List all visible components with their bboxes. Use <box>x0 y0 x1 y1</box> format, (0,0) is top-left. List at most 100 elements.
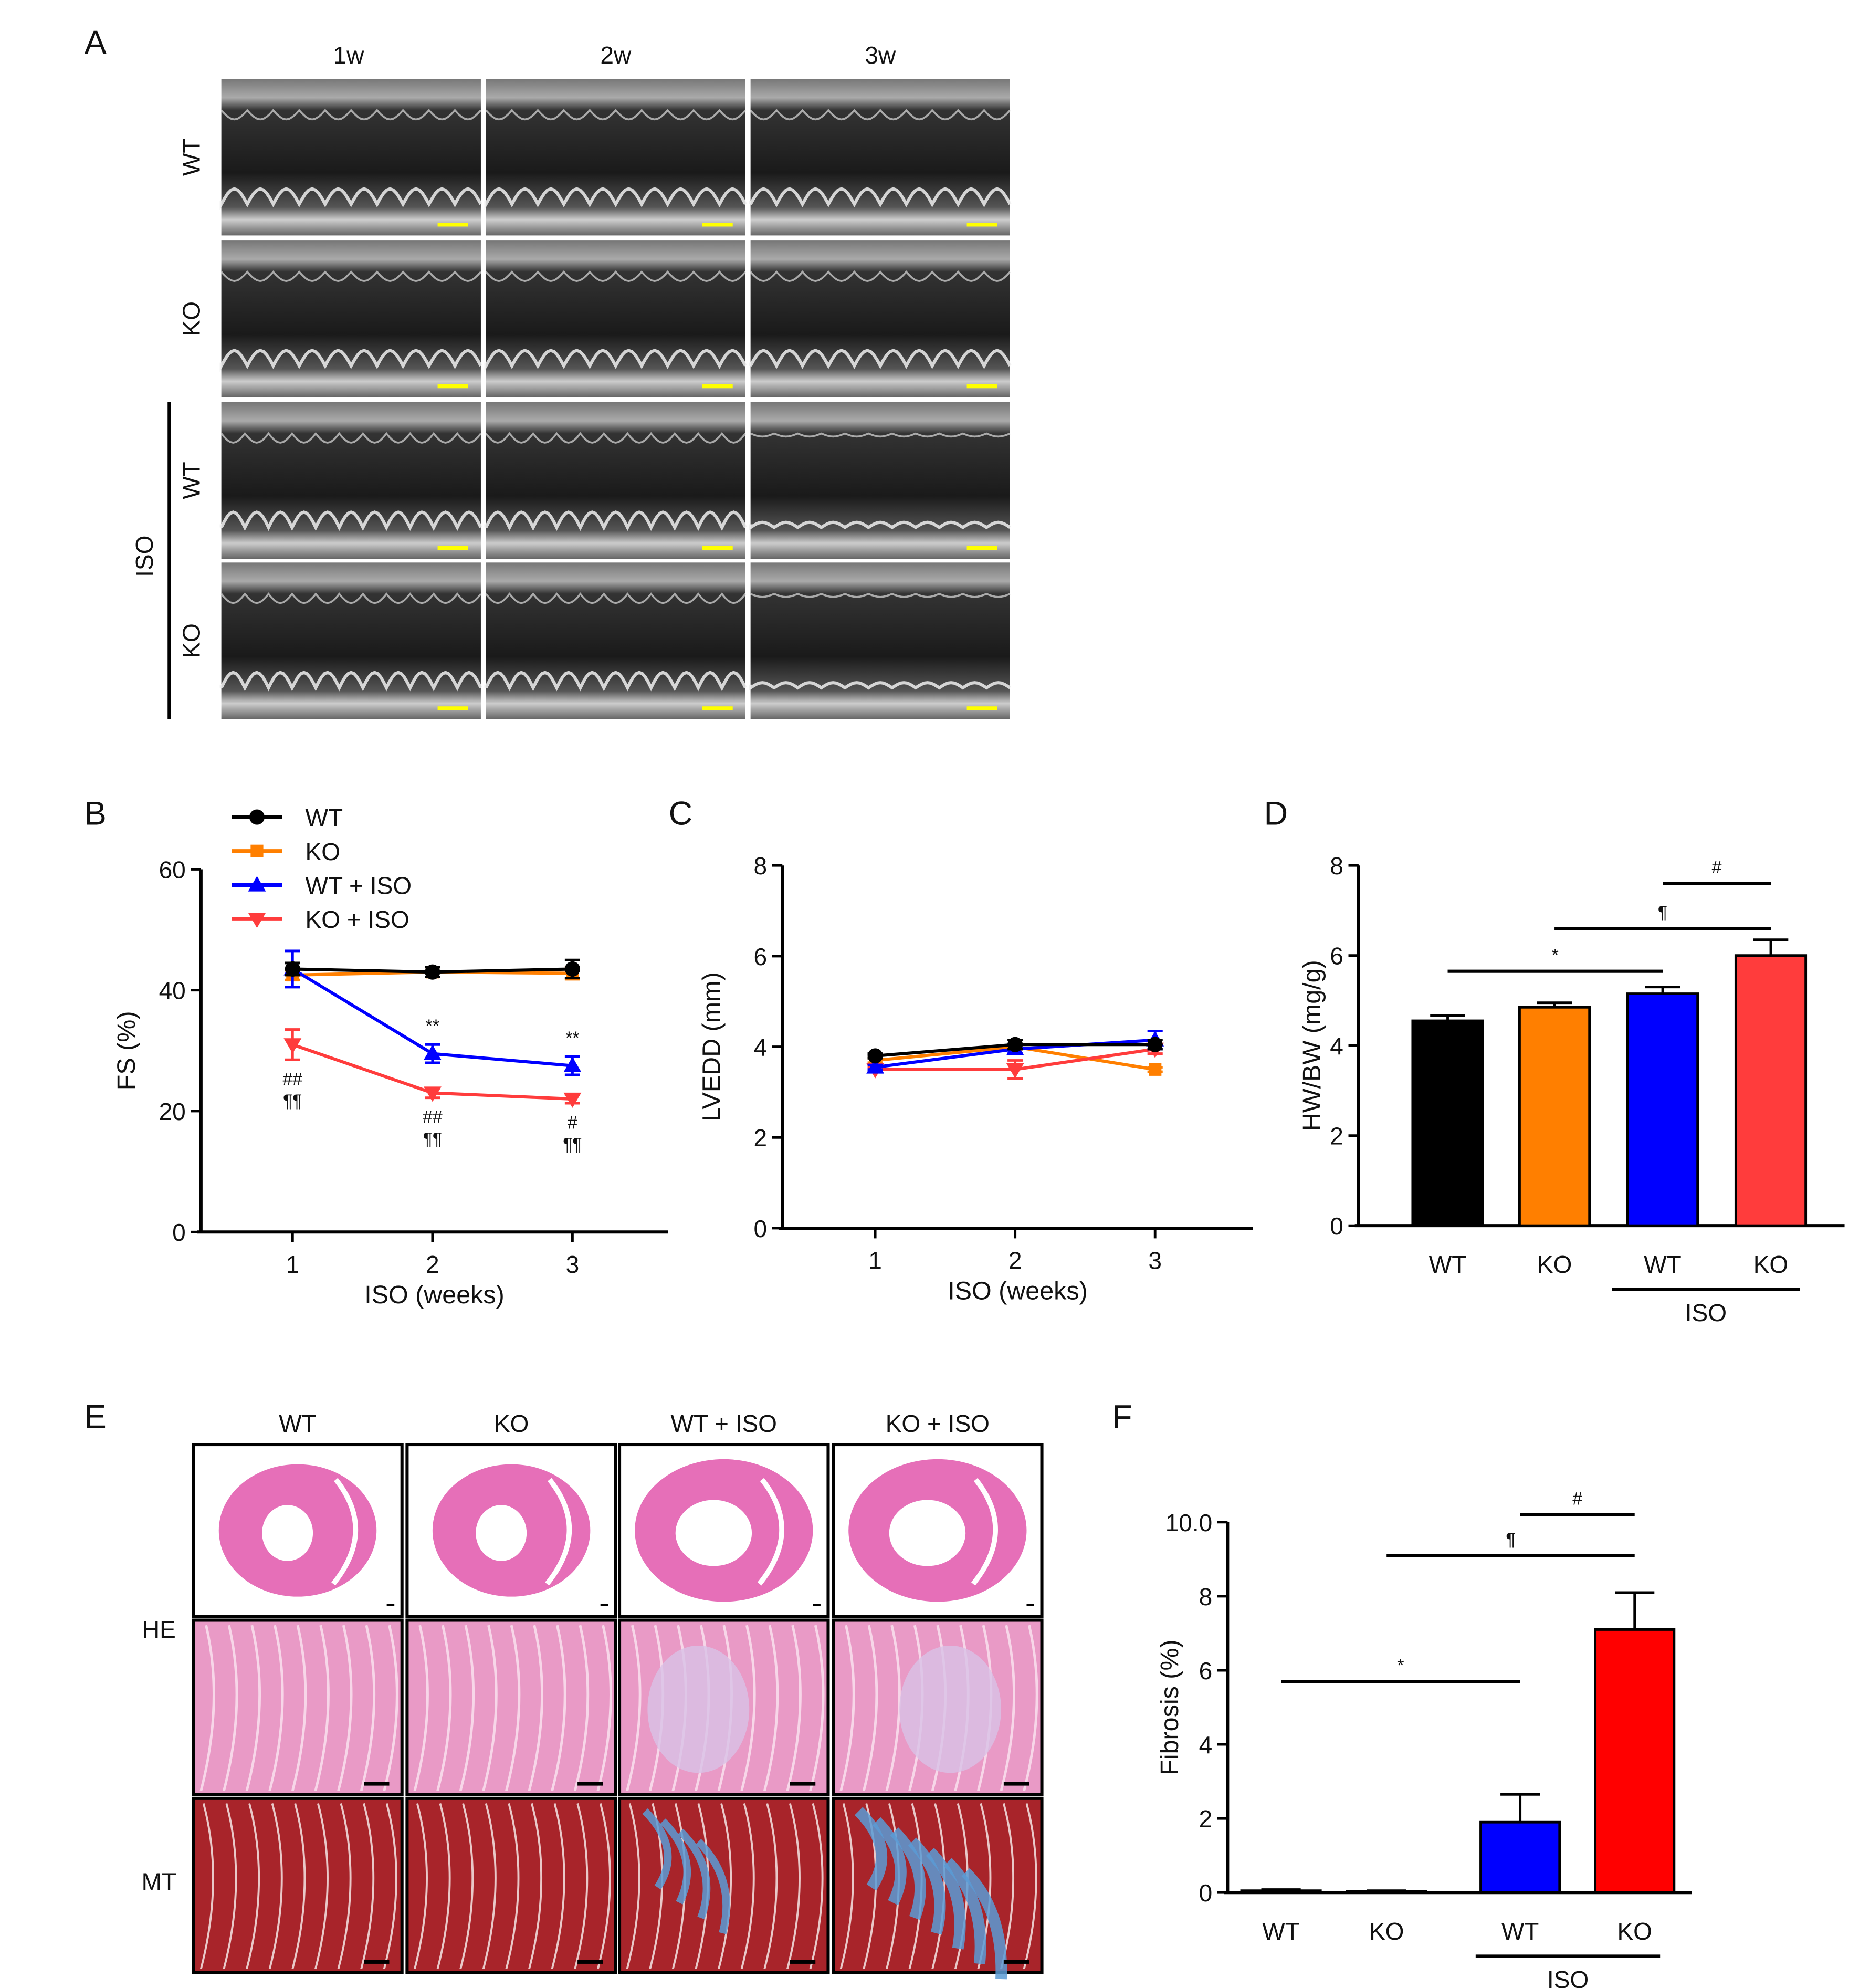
row-label-he: HE <box>142 1616 176 1643</box>
echo-image <box>219 562 482 719</box>
x-axis-title: ISO (weeks) <box>364 1281 505 1309</box>
collagen-fibrosis <box>908 1837 946 1935</box>
y-tick-label: 6 <box>1330 943 1343 970</box>
scale-bar <box>577 1960 603 1964</box>
y-tick-label: 60 <box>159 856 186 883</box>
scale-bar <box>364 1782 390 1786</box>
echo-image <box>484 402 747 559</box>
mt-image <box>832 1796 1044 1980</box>
marker-triangle-down <box>283 1038 302 1054</box>
marker-circle <box>564 961 580 977</box>
y-tick-label: 8 <box>754 852 768 880</box>
y-tick-label: 0 <box>1199 1879 1213 1907</box>
significance-annotation: ## <box>423 1107 443 1127</box>
y-tick-label: 0 <box>754 1215 768 1242</box>
x-category-label: WT <box>1429 1251 1467 1278</box>
fiber-line <box>337 1803 352 1970</box>
echo-wall-trace <box>749 187 1012 208</box>
fiber-line <box>223 1803 237 1970</box>
column-header-2w: 2w <box>600 41 632 69</box>
collagen-fibrosis <box>854 1807 888 1891</box>
echo-image <box>484 79 747 236</box>
significance-label: # <box>1572 1489 1582 1509</box>
scale-bar <box>364 1960 390 1964</box>
scale-bar <box>790 1782 816 1786</box>
fiber-line <box>505 1625 521 1791</box>
fiber-line <box>268 1625 284 1791</box>
x-axis-title: ISO (weeks) <box>948 1277 1088 1305</box>
x-category-label: WT <box>1262 1918 1300 1945</box>
fiber-line <box>246 1803 260 1970</box>
rv-lumen <box>331 1478 359 1586</box>
scale-bar <box>702 384 733 389</box>
echo-septum-trace <box>220 270 482 282</box>
scale-bar <box>1003 1782 1029 1786</box>
echo-image <box>749 79 1012 236</box>
fiber-line <box>1000 1803 1014 1970</box>
bar-3 <box>1734 954 1808 1227</box>
legend-marker <box>248 876 266 892</box>
fiber-line <box>786 1625 802 1791</box>
x-tick-label: 3 <box>566 1251 580 1278</box>
echo-background <box>750 562 1010 719</box>
fiber-line <box>596 1803 611 1970</box>
fiber-line <box>885 1625 901 1791</box>
collagen-fibrosis <box>642 1808 672 1890</box>
x-category-label: KO <box>1753 1251 1789 1278</box>
significance-annotation: ## <box>282 1070 302 1090</box>
scale-bar <box>577 1782 603 1786</box>
echo-septum-trace <box>750 270 1011 282</box>
scale-bar <box>437 223 468 227</box>
y-axis-title: Fibrosis (%) <box>1155 1639 1184 1775</box>
y-tick-label: 0 <box>172 1219 186 1246</box>
marker-circle <box>867 1048 883 1064</box>
marker-triangle-up <box>423 1044 442 1060</box>
scale-bar <box>437 546 468 550</box>
echo-wall-trace <box>484 187 747 211</box>
series-wt <box>867 1037 1163 1064</box>
scale-bar <box>966 546 997 550</box>
significance-label: * <box>1397 1656 1404 1676</box>
fiber-line <box>809 1803 824 1970</box>
echo-image <box>219 240 482 397</box>
collagen-fibrosis <box>943 1858 986 1965</box>
fiber-line <box>763 1803 778 1970</box>
fiber-line <box>862 1625 878 1791</box>
bar-2 <box>1479 1820 1561 1894</box>
he-image <box>192 1618 404 1796</box>
fiber-line <box>740 1803 755 1970</box>
fiber-line <box>1023 1625 1038 1791</box>
scale-bar <box>790 1960 816 1964</box>
lv-lumen <box>476 1505 527 1561</box>
legend-label: KO <box>306 838 341 865</box>
panel-label-b: B <box>85 796 107 832</box>
fiber-line <box>314 1803 329 1970</box>
fiber-line <box>314 1625 330 1791</box>
bar-0 <box>1240 1889 1322 1894</box>
fiber-line <box>551 1625 566 1791</box>
scale-bar <box>600 1604 608 1606</box>
he-heart-section-image <box>618 1443 830 1618</box>
fiber-line <box>596 1625 612 1791</box>
legend-marker <box>250 844 264 857</box>
fiber-line <box>1023 1803 1037 1970</box>
column-header: KO + ISO <box>886 1410 990 1437</box>
fiber-line <box>574 1803 589 1970</box>
he-image <box>405 1618 617 1796</box>
significance-annotation: ¶¶ <box>283 1091 302 1111</box>
echo-image <box>484 240 747 397</box>
mt-image <box>192 1796 404 1974</box>
fiber-line <box>291 1625 307 1791</box>
fiber-line <box>528 1625 543 1791</box>
fiber-line <box>360 1625 376 1791</box>
y-axis-title: LVEDD (mm) <box>697 972 726 1121</box>
significance-annotation: ¶¶ <box>563 1135 582 1155</box>
panel-label-f: F <box>1112 1399 1132 1436</box>
row-label-WT: WT <box>177 139 205 176</box>
y-tick-label: 2 <box>1199 1805 1213 1833</box>
echo-image <box>219 402 482 559</box>
he-heart-section-image <box>192 1443 404 1618</box>
echo-septum-trace <box>750 593 1011 598</box>
fiber-line <box>763 1625 779 1791</box>
x-tick-label: 1 <box>868 1247 882 1274</box>
